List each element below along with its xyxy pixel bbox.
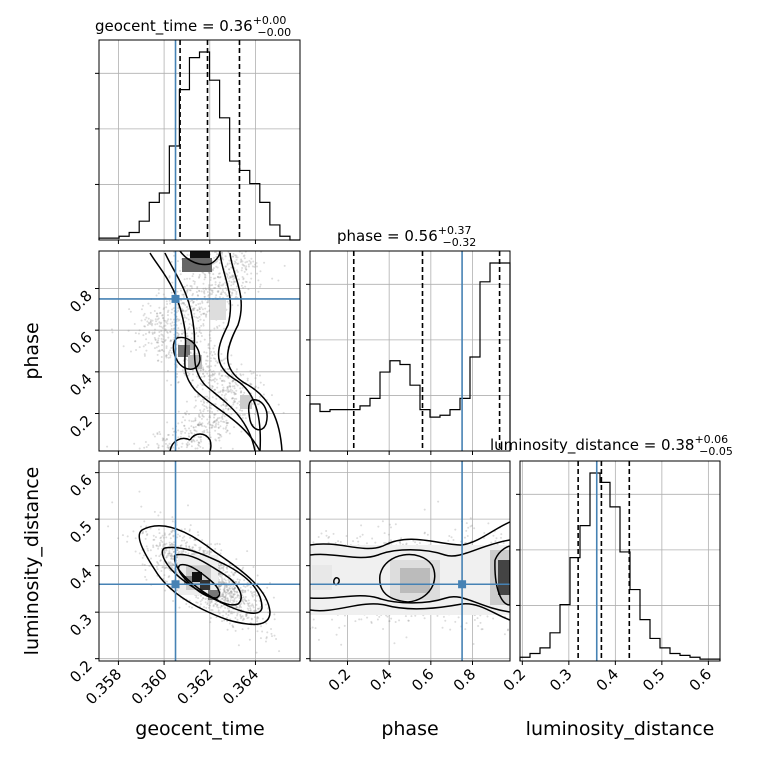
p20-ytick-label: 0.3 [66, 610, 96, 640]
p21-contour [310, 595, 510, 613]
p10-contours [149, 251, 283, 451]
p20-xtick-label: 0.364 [219, 665, 262, 708]
p21-contour [310, 539, 510, 559]
hist-luminosity-distance-panel: 0.2 0.3 0.4 0.5 0.6 [500, 460, 721, 695]
p10-contour [217, 252, 262, 451]
p20-ytick-label: 0.2 [66, 657, 96, 687]
p21-xtick-label: 0.6 [408, 665, 438, 695]
p10-contour [169, 433, 212, 451]
p21-xtick-label: 0.8 [450, 665, 480, 695]
p20-ytick-label: 0.5 [66, 517, 96, 547]
ylabel-phase: phase [21, 322, 43, 379]
p21-truth-marker [458, 580, 467, 589]
scatter-phase-vs-geocent-time-panel: 0.2 0.4 0.6 0.8 [66, 250, 301, 455]
p20-xtick-label: 0.362 [174, 665, 217, 708]
p20-contour [161, 546, 263, 614]
p10-ytick-label: 0.4 [66, 370, 96, 400]
ylabel-luminosity-distance: luminosity_distance [21, 467, 43, 656]
p10-contour [247, 399, 268, 431]
p20-ytick-label: 0.6 [66, 471, 96, 501]
p10-contour [179, 251, 221, 266]
xlabel-luminosity-distance: luminosity_distance [526, 718, 715, 740]
p10-contour [172, 336, 201, 370]
p21-contour [333, 577, 340, 586]
p20-truth-marker [171, 580, 180, 589]
p20-ytick-label: 0.4 [66, 564, 96, 594]
p22-xtick-label: 0.4 [593, 665, 623, 695]
xlabel-phase: phase [381, 718, 438, 740]
hist-geocent-time-panel [95, 39, 301, 244]
p00-histogram [98, 51, 300, 241]
scatter-distance-vs-phase-panel: 0.2 0.4 0.6 0.8 [306, 460, 511, 695]
p21-frame [309, 460, 511, 662]
p22-xtick-label: 0.5 [639, 665, 669, 695]
hist-phase-panel [306, 250, 511, 455]
p20-contour [177, 563, 221, 599]
p21-contour [310, 603, 510, 621]
p10-ytick-label: 0.8 [66, 287, 96, 317]
p20-xtick-label: 0.360 [128, 665, 171, 708]
p22-frame [519, 460, 721, 662]
p10-contour [226, 252, 283, 451]
p10-contour [164, 252, 256, 451]
p10-ytick-label: 0.6 [66, 328, 96, 358]
p21-contour [310, 521, 510, 550]
p10-ytick-label: 0.2 [66, 412, 96, 442]
p21-contour [379, 553, 436, 603]
p00-frame [98, 39, 301, 241]
p20-contour [173, 553, 242, 606]
p20-contour [138, 525, 271, 626]
title-luminosity-distance: luminosity_distance = 0.38+0.06 −0.05 [490, 433, 733, 458]
p10-contour [149, 252, 261, 451]
p21-xtick-label: 0.2 [325, 665, 355, 695]
title-phase: phase = 0.56+0.37 −0.32 [337, 224, 476, 249]
p10-frame [98, 250, 301, 452]
p22-xtick-label: 0.6 [686, 665, 716, 695]
p11-histogram [309, 262, 511, 451]
p10-density [178, 251, 252, 409]
p21-xtick-label: 0.4 [366, 665, 396, 695]
xlabel-geocent-time: geocent_time [135, 718, 264, 740]
p22-histogram [519, 472, 721, 661]
p20-contours [138, 525, 271, 626]
title-geocent-time: geocent_time = 0.36+0.00 −0.00 [95, 14, 291, 39]
p20-frame [98, 460, 301, 662]
p22-xtick-label: 0.3 [546, 665, 576, 695]
p22-xtick-label: 0.2 [500, 665, 530, 695]
p11-frame [309, 250, 511, 452]
p20-density [178, 555, 218, 600]
p21-contours [310, 521, 510, 621]
p10-truth-marker [171, 294, 180, 303]
